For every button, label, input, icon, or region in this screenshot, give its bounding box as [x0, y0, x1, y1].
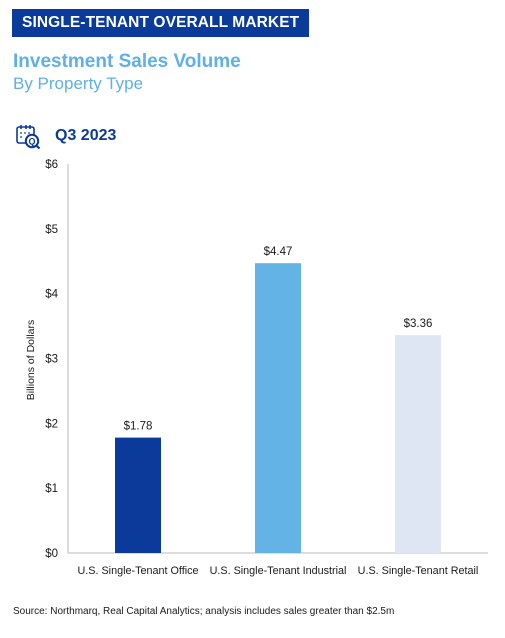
bar	[115, 437, 161, 553]
x-tick-label: U.S. Single-Tenant Industrial	[210, 565, 347, 577]
y-tick-label: $0	[45, 548, 58, 560]
period-label: Q3 2023	[55, 127, 117, 144]
bar-chart: Billions of Dollars $0 $1 $2 $3 $4 $5 $6 $1.78…	[25, 159, 488, 577]
chart-subtitle: By Property Type	[13, 74, 144, 93]
bar	[395, 335, 441, 553]
bar	[255, 263, 301, 553]
y-tick-label: $1	[45, 483, 58, 495]
bar-value-label: $1.78	[124, 421, 153, 433]
bars: $1.78 $4.47 $3.36	[115, 246, 441, 553]
source-note: Source: Northmarq, Real Capital Analytic…	[13, 606, 395, 617]
x-tick-label: U.S. Single-Tenant Retail	[358, 565, 479, 577]
period-row: Q Q3 2023	[15, 122, 116, 150]
y-axis-ticks: $0 $1 $2 $3 $4 $5 $6	[45, 159, 58, 560]
chart-title: Investment Sales Volume	[13, 51, 241, 72]
y-tick-label: $2	[45, 418, 58, 430]
y-tick-label: $5	[45, 224, 58, 236]
x-tick-label: U.S. Single-Tenant Office	[77, 565, 198, 577]
calendar-search-icon: Q	[16, 125, 41, 149]
y-tick-label: $4	[45, 289, 58, 301]
section-banner: SINGLE-TENANT OVERALL MARKET	[12, 9, 310, 37]
x-axis-labels: U.S. Single-Tenant Office U.S. Single-Ten…	[77, 565, 478, 577]
bar-value-label: $3.36	[404, 318, 433, 330]
svg-text:Q: Q	[28, 137, 35, 147]
y-tick-label: $6	[45, 159, 58, 171]
y-tick-label: $3	[45, 354, 58, 366]
y-axis-label: Billions of Dollars	[25, 320, 37, 401]
bar-value-label: $4.47	[264, 246, 293, 258]
